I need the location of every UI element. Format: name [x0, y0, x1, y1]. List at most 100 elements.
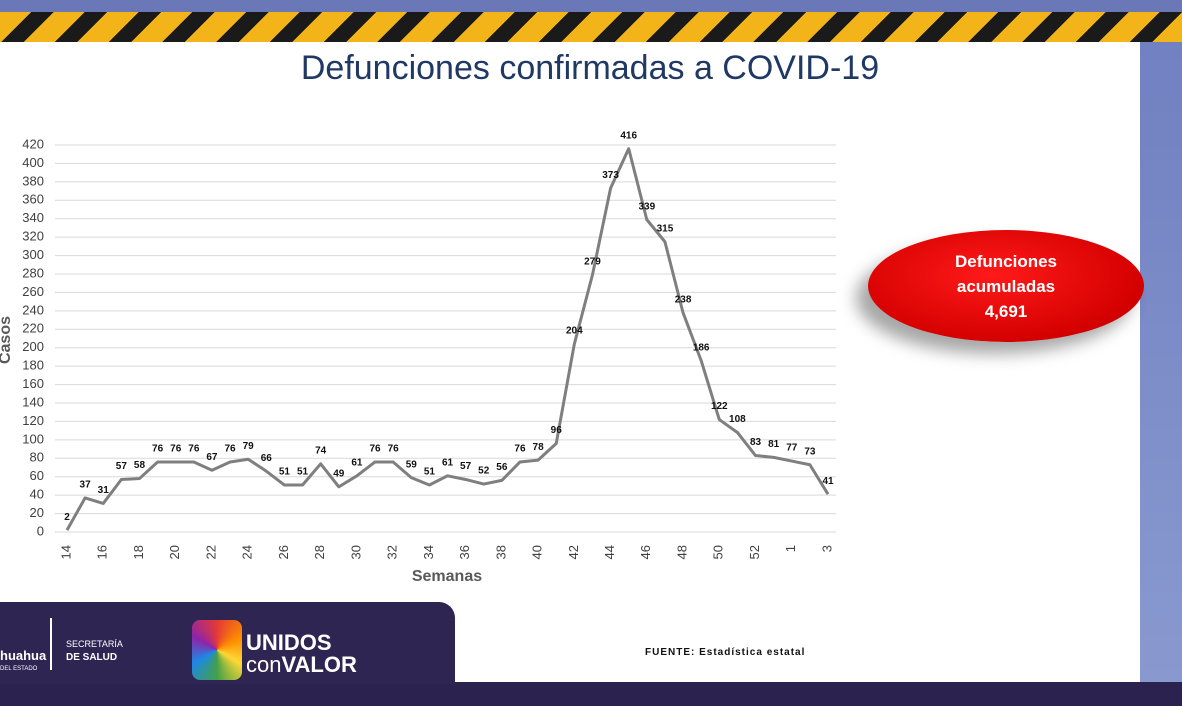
value-label: 81: [768, 439, 780, 450]
y-tick-label: 420: [22, 136, 44, 151]
value-label: 79: [243, 441, 255, 452]
hazard-stripe: [0, 12, 1182, 42]
value-label: 74: [315, 445, 327, 456]
y-tick-label: 180: [22, 358, 44, 373]
x-tick-label: 36: [457, 545, 472, 559]
y-tick-label: 360: [22, 192, 44, 207]
value-label: 373: [602, 170, 619, 181]
value-label: 51: [279, 467, 291, 478]
value-label: 51: [297, 467, 309, 478]
value-label: 76: [388, 444, 400, 455]
y-axis-label: Casos: [0, 316, 14, 364]
value-label: 204: [566, 326, 583, 337]
value-label: 76: [225, 444, 237, 455]
x-tick-label: 48: [674, 545, 689, 559]
value-label: 238: [675, 294, 692, 305]
y-tick-label: 40: [30, 487, 44, 502]
value-label: 122: [711, 401, 728, 412]
brand-2: conVALOR: [246, 652, 357, 678]
value-label: 57: [460, 461, 472, 472]
source: FUENTE: Estadística estatal: [645, 647, 806, 658]
value-label: 58: [134, 460, 146, 471]
y-tick-label: 200: [22, 339, 44, 354]
x-tick-label: 22: [203, 545, 218, 559]
y-tick-label: 0: [37, 523, 44, 538]
dept-2: DE SALUD: [66, 652, 118, 663]
y-tick-label: 80: [30, 450, 44, 465]
value-label: 2: [64, 512, 70, 523]
x-tick-label: 24: [240, 545, 255, 559]
value-label: 61: [442, 457, 454, 468]
y-tick-label: 240: [22, 302, 44, 317]
value-label: 31: [98, 485, 110, 496]
value-label: 56: [496, 462, 508, 473]
value-label: 339: [638, 201, 655, 212]
callout-label: Defunciones acumuladas: [954, 251, 1058, 296]
x-tick-label: 3: [819, 545, 834, 552]
x-tick-label: 34: [421, 545, 436, 559]
y-tick-label: 100: [22, 431, 44, 446]
chart-title: Defunciones confirmadas a COVID-19: [301, 49, 879, 87]
x-tick-label: 26: [276, 545, 291, 559]
x-tick-label: 1: [783, 545, 798, 552]
state-sub: DEL ESTADO: [0, 666, 38, 672]
value-label: 186: [693, 342, 710, 353]
value-label: 66: [261, 453, 273, 464]
x-axis-label: Semanas: [412, 568, 482, 585]
value-label: 108: [729, 414, 746, 425]
x-tick-label: 14: [58, 545, 73, 559]
x-tick-label: 28: [312, 545, 327, 559]
value-label: 76: [369, 444, 381, 455]
y-tick-label: 340: [22, 210, 44, 225]
y-tick-label: 220: [22, 321, 44, 336]
chart: Defunciones confirmadas a COVID-19 Seman…: [0, 49, 879, 585]
value-label: 279: [584, 257, 601, 268]
x-tick-label: 44: [602, 545, 617, 559]
x-tick-label: 18: [131, 545, 146, 559]
value-label: 51: [424, 467, 436, 478]
data-line: [65, 147, 830, 531]
value-label: 83: [750, 437, 762, 448]
value-label: 59: [406, 459, 418, 470]
divider: [50, 618, 52, 670]
value-label: 77: [786, 443, 798, 454]
y-tick-label: 140: [22, 394, 44, 409]
x-tick-label: 46: [638, 545, 653, 559]
callout-total: 4,691: [984, 301, 1028, 321]
callout: Defunciones acumuladas 4,691: [868, 230, 1144, 342]
x-tick-label: 52: [747, 545, 762, 559]
logo-panel: huahua DEL ESTADO SECRETARÍA DE SALUD UN…: [0, 602, 455, 684]
x-tick-label: 50: [711, 545, 726, 559]
x-tick-label: 38: [493, 545, 508, 559]
y-tick-label: 160: [22, 376, 44, 391]
y-tick-label: 320: [22, 229, 44, 244]
x-tick-label: 30: [348, 545, 363, 559]
bottom-bar: [0, 682, 1182, 706]
value-label: 37: [80, 480, 92, 491]
value-label: 315: [657, 223, 674, 234]
value-label: 76: [170, 444, 182, 455]
x-tick-label: 20: [167, 545, 182, 559]
x-tick-label: 16: [95, 545, 110, 559]
x-tick-label: 42: [566, 545, 581, 559]
value-label: 76: [188, 444, 200, 455]
y-tick-label: 300: [22, 247, 44, 262]
value-label: 67: [206, 452, 218, 463]
top-bar: [0, 0, 1182, 12]
value-label: 96: [551, 425, 563, 436]
value-label: 52: [478, 466, 490, 477]
value-label: 78: [533, 442, 545, 453]
y-tick-label: 120: [22, 413, 44, 428]
value-label: 76: [152, 444, 164, 455]
y-tick-label: 20: [30, 505, 44, 520]
value-label: 61: [351, 457, 363, 468]
brand-icon: [192, 620, 242, 680]
dept-1: SECRETARÍA: [66, 639, 123, 649]
value-label: 76: [514, 444, 526, 455]
value-label: 416: [620, 130, 637, 141]
y-tick-label: 280: [22, 265, 44, 280]
brand-2a: con: [246, 652, 282, 677]
state-logo: huahua: [0, 648, 47, 663]
x-tick-label: 40: [530, 545, 545, 559]
